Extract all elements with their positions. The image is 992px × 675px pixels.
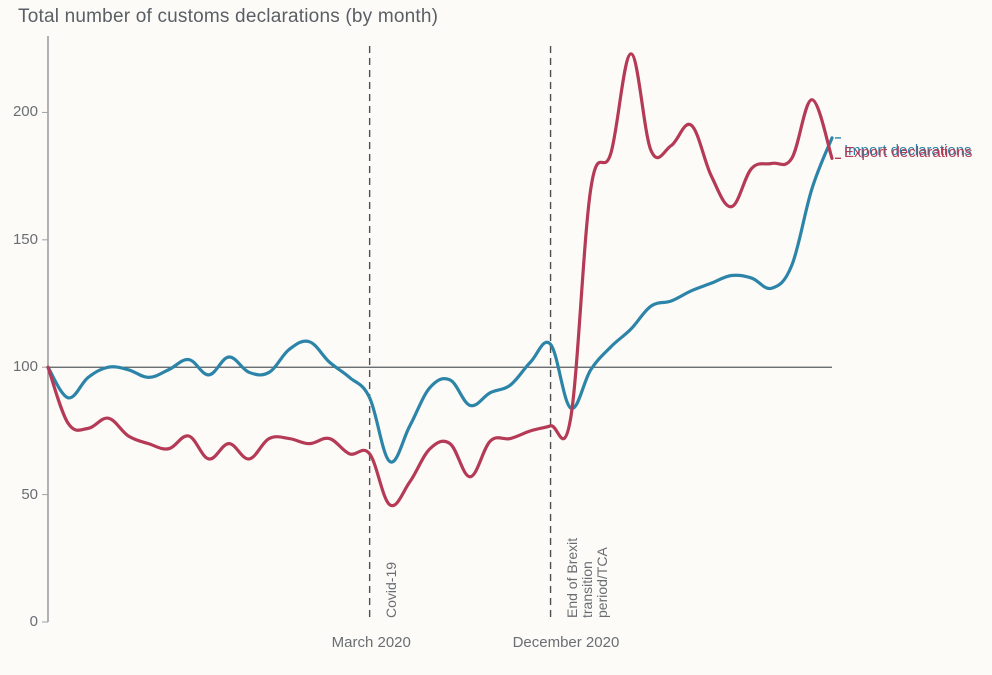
event-annotation: Covid-19: [383, 562, 399, 618]
y-tick-label: 200: [4, 103, 38, 120]
month-label: December 2020: [513, 634, 620, 651]
y-tick-label: 150: [4, 231, 38, 248]
event-annotation: period/TCA: [594, 547, 610, 618]
y-tick-label: 50: [4, 486, 38, 503]
series-export: [48, 54, 832, 506]
month-label: March 2020: [332, 634, 411, 651]
event-annotation: End of Brexit: [564, 538, 580, 618]
y-tick-label: 0: [4, 613, 38, 630]
chart-svg: [0, 0, 992, 675]
y-tick-label: 100: [4, 358, 38, 375]
series-import: [48, 138, 832, 462]
event-annotation: transition: [579, 561, 595, 618]
chart-container: Total number of customs declarations (by…: [0, 0, 992, 675]
series-label-export: Export declarations: [844, 144, 972, 161]
